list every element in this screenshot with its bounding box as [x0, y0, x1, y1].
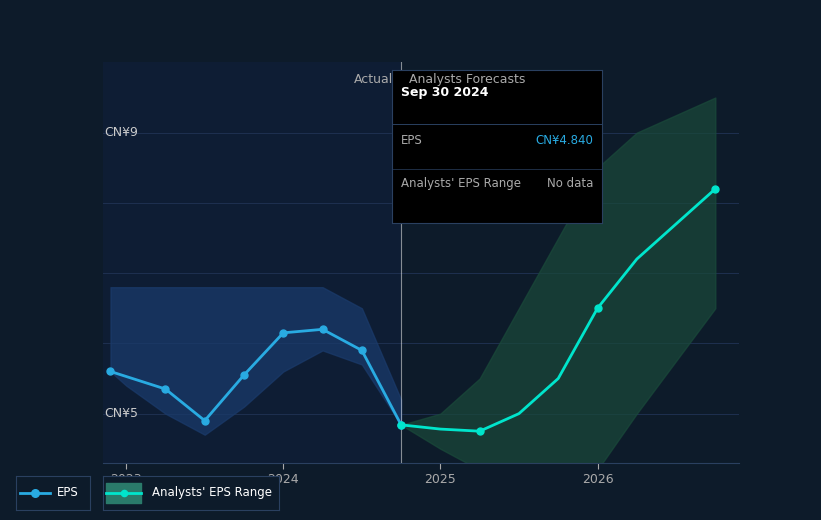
Text: Analysts' EPS Range: Analysts' EPS Range [152, 486, 272, 499]
Point [104, 367, 117, 375]
Point [28, 489, 41, 497]
Point [159, 385, 172, 393]
Point [473, 427, 486, 435]
Point [395, 421, 408, 429]
Bar [103, 62, 401, 463]
Point [709, 185, 722, 193]
Text: CN¥9: CN¥9 [104, 126, 138, 139]
Point [117, 489, 131, 497]
Point [316, 325, 329, 333]
Text: Analysts Forecasts: Analysts Forecasts [409, 73, 525, 86]
Text: CN¥5: CN¥5 [104, 407, 138, 420]
Text: EPS: EPS [57, 486, 79, 499]
Point [198, 417, 211, 425]
Text: Actual: Actual [354, 73, 393, 86]
Point [355, 346, 369, 355]
Point [395, 421, 408, 429]
Point [591, 304, 604, 313]
Point [277, 329, 290, 337]
Point [237, 371, 250, 379]
